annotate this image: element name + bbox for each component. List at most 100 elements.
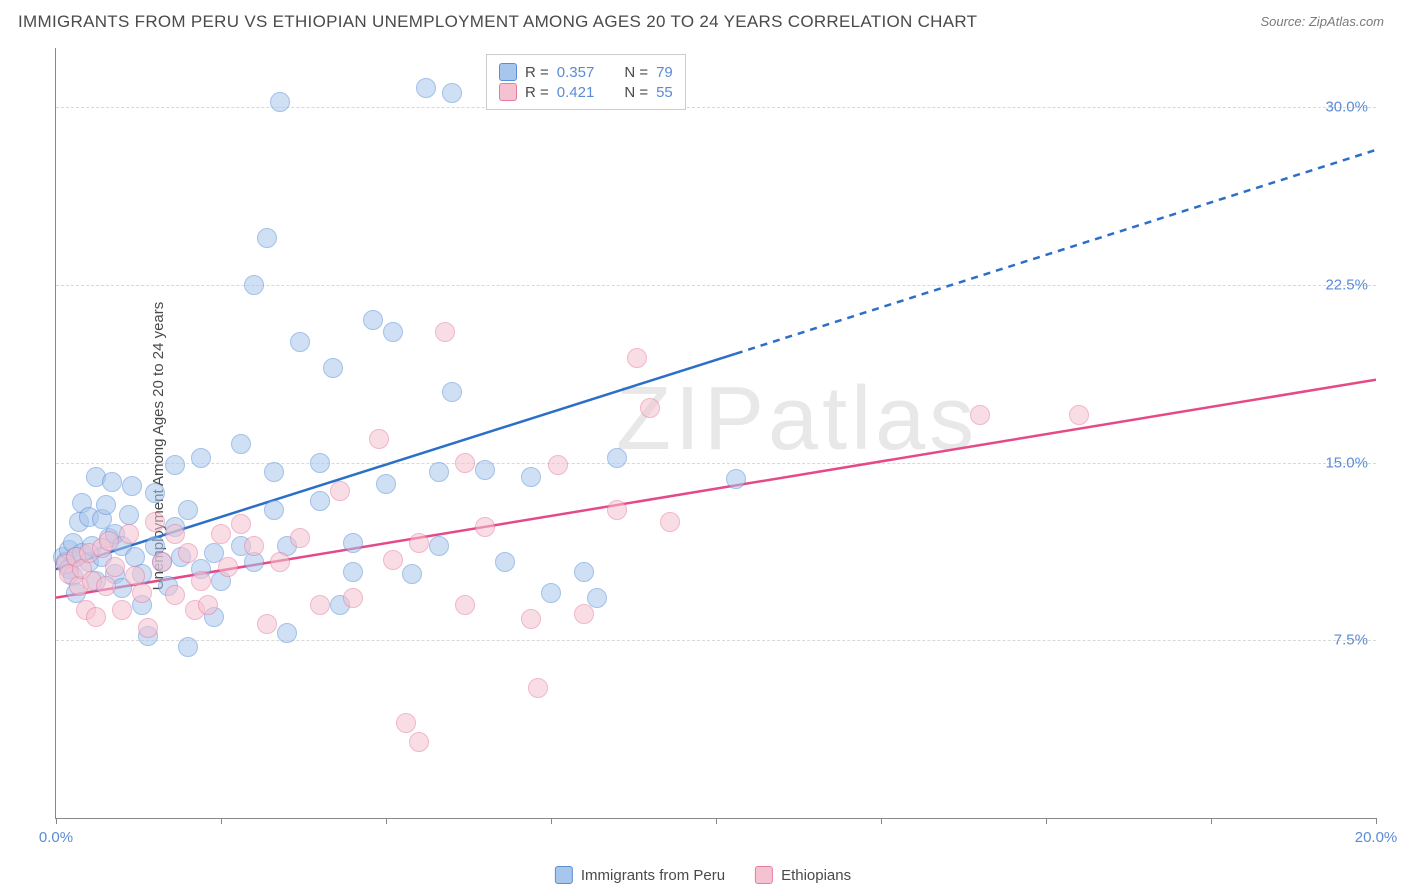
source-attribution: Source: ZipAtlas.com — [1260, 14, 1384, 29]
data-point — [270, 92, 290, 112]
data-point — [627, 348, 647, 368]
watermark: ZIPatlas — [616, 368, 978, 471]
data-point — [607, 448, 627, 468]
y-tick-label: 22.5% — [1325, 276, 1368, 293]
legend-r-value: 0.357 — [557, 64, 595, 81]
data-point — [521, 467, 541, 487]
data-point — [257, 228, 277, 248]
data-point — [310, 453, 330, 473]
y-tick-label: 30.0% — [1325, 99, 1368, 116]
data-point — [96, 576, 116, 596]
legend-bottom-item: Immigrants from Peru — [555, 866, 725, 884]
x-tick-label: 20.0% — [1355, 829, 1398, 846]
data-point — [257, 614, 277, 634]
data-point — [132, 583, 152, 603]
x-tick-label: 0.0% — [39, 829, 73, 846]
data-point — [165, 524, 185, 544]
data-point — [369, 429, 389, 449]
gridline-h — [56, 107, 1376, 108]
data-point — [96, 495, 116, 515]
data-point — [429, 536, 449, 556]
data-point — [574, 562, 594, 582]
legend-r-label: R = — [525, 84, 549, 101]
data-point — [231, 434, 251, 454]
data-point — [455, 453, 475, 473]
data-point — [119, 524, 139, 544]
data-point — [383, 322, 403, 342]
data-point — [145, 512, 165, 532]
scatter-plot-area: ZIPatlas 7.5%15.0%22.5%30.0%0.0%20.0%R =… — [55, 48, 1376, 819]
x-tick-mark — [56, 818, 57, 824]
legend-r-label: R = — [525, 64, 549, 81]
x-tick-mark — [386, 818, 387, 824]
data-point — [475, 460, 495, 480]
data-point — [1069, 405, 1089, 425]
legend-r-value: 0.421 — [557, 84, 595, 101]
data-point — [264, 500, 284, 520]
data-point — [416, 78, 436, 98]
data-point — [198, 595, 218, 615]
legend-n-label: N = — [624, 64, 648, 81]
legend-label: Immigrants from Peru — [581, 867, 725, 884]
x-tick-mark — [221, 818, 222, 824]
data-point — [396, 713, 416, 733]
data-point — [145, 483, 165, 503]
data-point — [970, 405, 990, 425]
data-point — [376, 474, 396, 494]
data-point — [211, 524, 231, 544]
data-point — [363, 310, 383, 330]
legend-row: R = 0.357 N = 79 — [499, 63, 673, 81]
data-point — [290, 332, 310, 352]
data-point — [455, 595, 475, 615]
gridline-h — [56, 463, 1376, 464]
legend-bottom-item: Ethiopians — [755, 866, 851, 884]
data-point — [310, 491, 330, 511]
x-tick-mark — [716, 818, 717, 824]
data-point — [244, 536, 264, 556]
trend-line-extension — [736, 150, 1376, 354]
data-point — [323, 358, 343, 378]
data-point — [726, 469, 746, 489]
data-point — [102, 472, 122, 492]
data-point — [409, 732, 429, 752]
data-point — [640, 398, 660, 418]
data-point — [541, 583, 561, 603]
data-point — [383, 550, 403, 570]
legend-top: R =0.357N =79R =0.421N =55 — [486, 54, 686, 110]
legend-n-value: 79 — [656, 64, 673, 81]
legend-swatch — [499, 83, 517, 101]
data-point — [343, 533, 363, 553]
legend-swatch — [499, 63, 517, 81]
data-point — [528, 678, 548, 698]
data-point — [442, 382, 462, 402]
data-point — [105, 557, 125, 577]
trend-lines-svg — [56, 48, 1376, 818]
data-point — [122, 476, 142, 496]
data-point — [231, 514, 251, 534]
data-point — [587, 588, 607, 608]
data-point — [152, 552, 172, 572]
legend-swatch — [555, 866, 573, 884]
x-tick-mark — [551, 818, 552, 824]
data-point — [165, 585, 185, 605]
data-point — [343, 588, 363, 608]
data-point — [178, 637, 198, 657]
data-point — [218, 557, 238, 577]
data-point — [290, 528, 310, 548]
legend-row: R =0.421N =55 — [499, 83, 673, 101]
data-point — [330, 481, 350, 501]
data-point — [191, 448, 211, 468]
data-point — [660, 512, 680, 532]
legend-bottom: Immigrants from Peru Ethiopians — [555, 866, 851, 884]
data-point — [495, 552, 515, 572]
data-point — [119, 505, 139, 525]
data-point — [165, 455, 185, 475]
data-point — [475, 517, 495, 537]
legend-swatch — [755, 866, 773, 884]
chart-title: IMMIGRANTS FROM PERU VS ETHIOPIAN UNEMPL… — [18, 12, 977, 32]
x-tick-mark — [1046, 818, 1047, 824]
data-point — [264, 462, 284, 482]
data-point — [277, 623, 297, 643]
data-point — [548, 455, 568, 475]
data-point — [86, 607, 106, 627]
